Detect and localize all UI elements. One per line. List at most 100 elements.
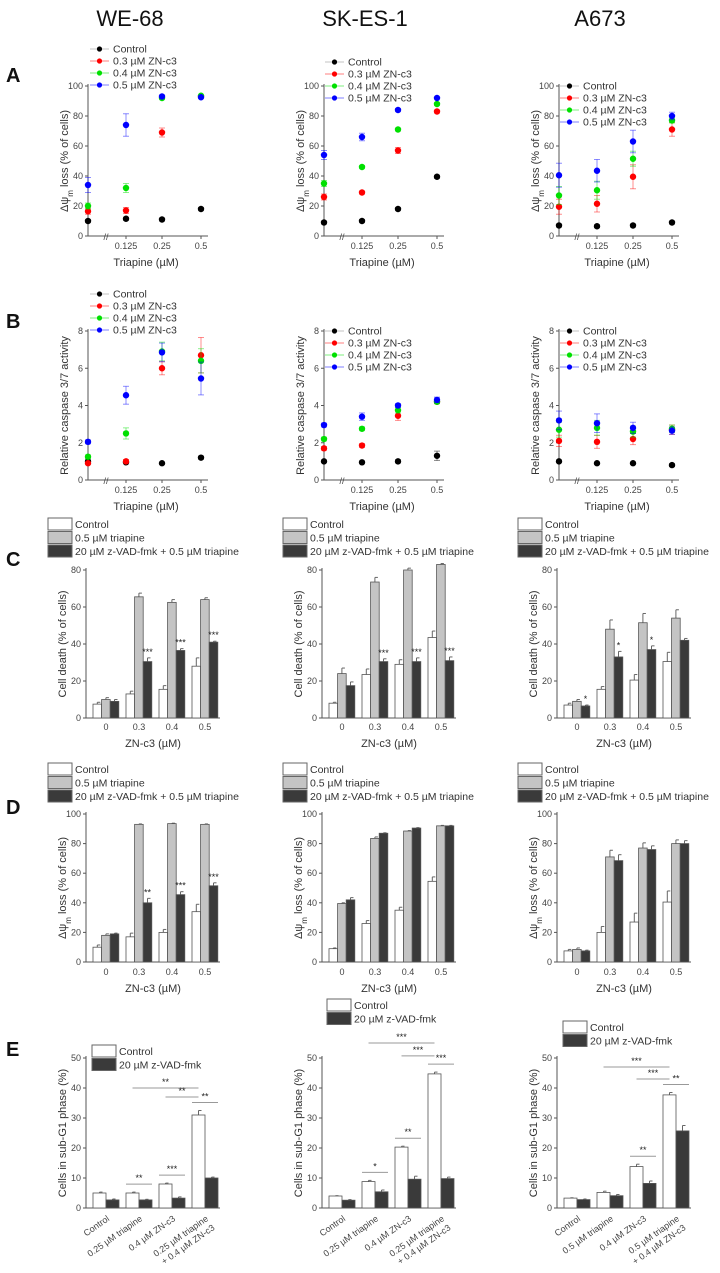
x-tick-label: 0.4 (637, 722, 650, 732)
x-tick-label: 0 (574, 967, 579, 977)
legend-swatch (517, 531, 543, 544)
data-point (320, 180, 328, 187)
x-tick-label: 0.25 (389, 485, 407, 495)
y-tick-label: 0 (76, 713, 81, 723)
y-tick-label: 20 (542, 676, 552, 686)
data-point (555, 437, 563, 445)
bar (204, 1177, 219, 1209)
legend-marker (331, 328, 338, 334)
data-point (433, 452, 441, 459)
bar (138, 1199, 153, 1209)
legend-swatch (326, 1012, 352, 1025)
data-point (84, 460, 92, 467)
bar (109, 933, 120, 963)
axis-break: // (339, 476, 345, 486)
significance-marker: *** (167, 1164, 178, 1174)
x-tick-label: 0 (339, 967, 344, 977)
significance-marker: ** (404, 1127, 412, 1137)
bar (403, 569, 413, 719)
significance-marker: ** (162, 1077, 170, 1087)
y-tick-label: 80 (309, 111, 319, 121)
bar (638, 847, 648, 963)
legend-label: 0.3 µM ZN-c3 (583, 93, 647, 105)
bar (638, 622, 648, 719)
significance-marker: *** (444, 646, 455, 656)
column-title: WE-68 (96, 6, 163, 31)
y-tick-label: 20 (73, 201, 83, 211)
legend-marker (566, 352, 573, 358)
legend-label: Control (75, 764, 109, 776)
legend-marker (331, 352, 338, 358)
legend-label: Control (119, 1046, 153, 1058)
y-tick-label: 20 (307, 927, 317, 937)
bar (679, 639, 690, 719)
data-point (394, 126, 402, 133)
bar (563, 950, 574, 963)
legend-label: Control (113, 44, 147, 56)
legend-marker (96, 303, 103, 309)
data-point (197, 454, 205, 461)
bar (125, 693, 136, 719)
x-tick-label: 0.25 (389, 241, 407, 251)
y-axis-label: Cells in sub-G1 phase (%) (57, 1069, 69, 1197)
data-point (629, 435, 637, 443)
y-tick-label: 8 (314, 326, 319, 336)
bar (394, 663, 405, 719)
x-axis-label: ZN-c3 (µM) (596, 983, 652, 995)
legend-label: 0.4 µM ZN-c3 (113, 313, 177, 325)
data-point (555, 417, 563, 424)
significance-marker: ** (201, 1092, 209, 1102)
bar (171, 1197, 186, 1209)
legend-swatch (517, 544, 543, 558)
legend-label: 0.4 µM ZN-c3 (348, 350, 412, 362)
y-tick-label: 60 (544, 141, 554, 151)
data-point (158, 460, 166, 467)
y-tick-label: 20 (309, 201, 319, 211)
x-axis-label: ZN-c3 (µM) (125, 983, 181, 995)
panel-B-A673: 0 2 4 6 8 Relative caspase 3/7 activity // 0.12… (530, 326, 679, 513)
bar (427, 1073, 442, 1209)
y-axis-label: Δψm loss (% of cells) (530, 110, 546, 212)
y-tick-label: 0 (76, 957, 81, 967)
legend-marker (331, 59, 338, 65)
y-tick-label: 8 (549, 326, 554, 336)
y-tick-label: 40 (307, 898, 317, 908)
bar (596, 932, 607, 963)
column-title: SK-ES-1 (322, 6, 408, 31)
x-tick-label: 0.25 (624, 241, 642, 251)
significance-marker: *** (413, 1045, 424, 1055)
legend-label: Control (583, 81, 617, 93)
data-point (358, 413, 366, 420)
legend-swatch (282, 544, 308, 558)
y-axis-label: Cell death (% of cells) (57, 591, 69, 698)
y-axis-label: Δψm loss (% of cells) (59, 110, 75, 212)
bar (444, 660, 455, 719)
significance-marker: *** (208, 630, 219, 640)
panel-D-SK-ES-1: 0 20 40 60 80 100 Δψm loss (% of cells) Control… (282, 762, 474, 995)
data-point (320, 193, 328, 201)
y-tick-label: 2 (314, 438, 319, 448)
legend-marker (331, 71, 338, 77)
bar (142, 661, 153, 719)
legend-label: 20 µM z-VAD-fmk (590, 1036, 673, 1048)
data-point (668, 219, 676, 226)
bar (629, 1166, 644, 1209)
data-point (122, 207, 130, 214)
legend-label: 20 µM z-VAD-fmk + 0.5 µM triapine (310, 791, 474, 803)
data-point (593, 424, 601, 432)
legend-swatch (517, 776, 543, 789)
data-point (158, 216, 166, 223)
x-tick-label: 0.4 (402, 722, 415, 732)
legend-label: Control (310, 764, 344, 776)
bar (444, 825, 455, 963)
significance-marker: ** (178, 1086, 186, 1096)
significance-marker: *** (631, 1056, 642, 1066)
data-point (158, 349, 166, 356)
y-label-text: Cells in sub-G1 phase (%) (528, 1069, 540, 1197)
x-tick-label: 0.4 (166, 967, 179, 977)
bar (200, 823, 210, 963)
y-tick-label: 80 (307, 565, 317, 575)
legend-marker (331, 83, 338, 89)
bar (328, 948, 339, 963)
data-point (629, 460, 637, 467)
